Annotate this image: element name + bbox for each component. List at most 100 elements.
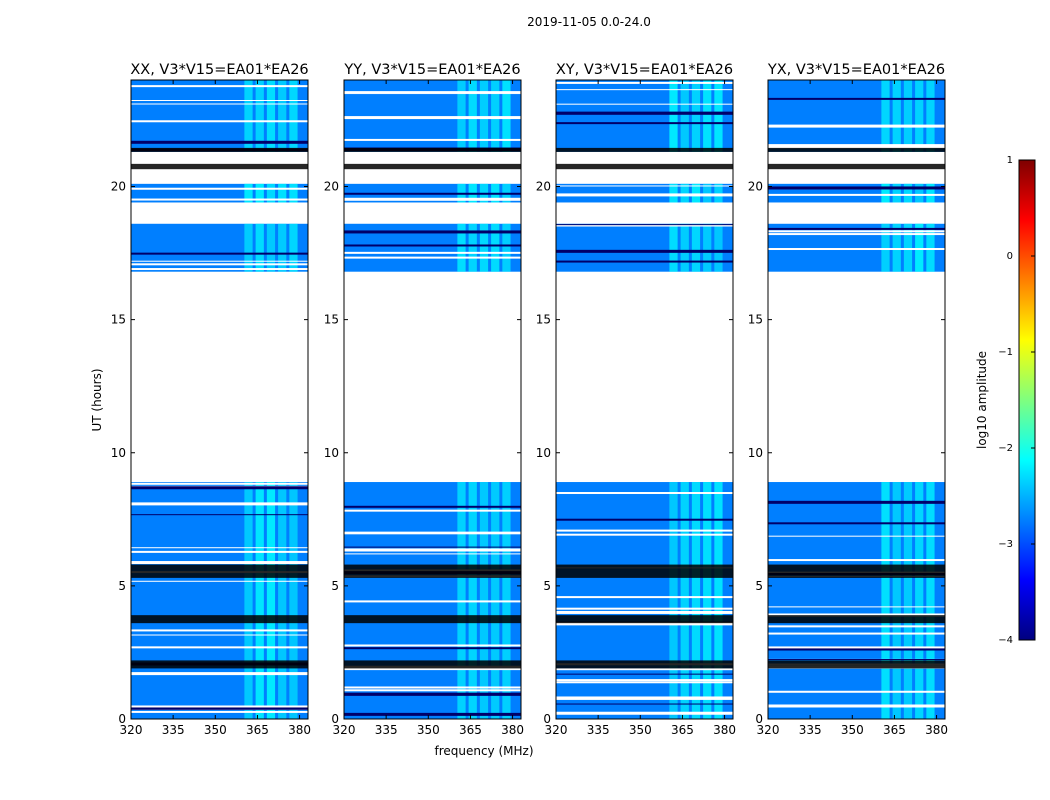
flag-line (131, 705, 308, 708)
rfi-stripe (714, 80, 723, 152)
flag-line (131, 263, 308, 266)
x-tick-label: 320 (757, 723, 780, 737)
flag-bar (556, 615, 733, 624)
y-tick-label: 0 (331, 712, 339, 726)
rfi-stripe (926, 223, 935, 272)
flag-line (556, 492, 733, 495)
flag-bar (768, 660, 945, 669)
flag-line (344, 192, 521, 195)
spectrogram (556, 80, 733, 719)
panel-yy: YY, V3*V15=EA01*EA26 320 335 350 365 380 0 5 10 1… (324, 62, 524, 737)
flag-bar (131, 163, 308, 170)
flag-bar (556, 660, 733, 669)
y-tick-label: 15 (748, 313, 763, 327)
rfi-stripe (266, 80, 276, 152)
flag-line (768, 690, 945, 693)
x-tick-label: 320 (120, 723, 143, 737)
flag-line (768, 559, 945, 562)
flag-line (768, 144, 945, 147)
flag-line (768, 248, 945, 251)
spectrogram (131, 80, 308, 719)
x-tick-label: 380 (501, 723, 524, 737)
rfi-stripe (915, 223, 924, 272)
rfi-stripe (881, 80, 890, 152)
flag-bar (131, 564, 308, 578)
flag-line (768, 97, 945, 100)
x-tick-label: 350 (204, 723, 227, 737)
y-tick-label: 20 (748, 180, 763, 194)
flag-line (556, 533, 733, 536)
flag-line (344, 686, 521, 689)
rfi-stripe (691, 482, 701, 719)
flag-line (131, 672, 308, 676)
flag-line (556, 81, 733, 84)
flag-line (768, 186, 945, 190)
flag-line (131, 629, 308, 632)
rfi-stripe (892, 80, 901, 152)
colorbar: 1 0 −1 −2 −3 −4 (998, 155, 1036, 646)
flag-line (344, 93, 521, 95)
rfi-stripe (479, 223, 489, 272)
flag-line (556, 193, 733, 197)
rfi-stripe (491, 80, 500, 152)
y-tick-label: 0 (755, 712, 763, 726)
x-tick-label: 380 (925, 723, 948, 737)
x-tick-label: 380 (713, 723, 736, 737)
rfi-stripe (266, 183, 276, 203)
y-tick-label: 0 (118, 712, 126, 726)
rfi-stripe (703, 482, 712, 719)
flag-line (768, 535, 945, 537)
flag-bar (131, 660, 308, 669)
flag-line (344, 91, 521, 94)
rfi-stripe (278, 223, 287, 272)
rfi-stripe (244, 223, 253, 272)
colorbar-tick-label: −1 (998, 347, 1013, 358)
rfi-stripe (691, 183, 701, 203)
panel-title: XY, V3*V15=EA01*EA26 (556, 62, 733, 78)
x-axis-label: frequency (MHz) (434, 744, 533, 758)
rfi-stripe (468, 223, 477, 272)
flag-line (344, 116, 521, 120)
rfi-stripe (680, 183, 689, 203)
rfi-stripe (703, 183, 712, 203)
flag-line (556, 622, 733, 626)
flag-line (131, 85, 308, 88)
flag-line (768, 227, 945, 230)
flag-line (131, 198, 308, 201)
y-tick-label: 15 (111, 313, 126, 327)
rfi-stripe (255, 223, 264, 272)
y-tick-label: 5 (118, 579, 126, 593)
flag-line (556, 224, 733, 227)
rfi-stripe (680, 223, 689, 272)
rfi-stripe (714, 482, 723, 719)
rfi-stripe (903, 223, 913, 272)
y-tick-label: 10 (324, 446, 339, 460)
y-tick-label: 20 (111, 180, 126, 194)
flag-line (344, 505, 521, 508)
colorbar-tick-label: −3 (998, 539, 1013, 550)
flag-line (131, 482, 308, 485)
rfi-stripe (244, 482, 253, 719)
panel-xy: XY, V3*V15=EA01*EA26 320 335 350 365 380 0 5 10 1… (536, 62, 736, 737)
flag-line (768, 500, 945, 504)
flag-line (556, 703, 733, 705)
rfi-stripe (892, 183, 901, 203)
flag-line (556, 711, 733, 715)
flag-line (556, 673, 733, 675)
flag-line (131, 580, 308, 582)
flag-bar (556, 564, 733, 578)
rfi-stripe (266, 482, 276, 719)
rfi-stripe (691, 80, 701, 152)
rfi-stripe (468, 80, 477, 152)
flag-bar (344, 147, 521, 152)
rfi-stripe (915, 482, 924, 719)
flag-line (131, 502, 308, 506)
colorbar-fill (1018, 159, 1036, 641)
x-tick-label: 365 (459, 723, 482, 737)
y-tick-label: 15 (324, 313, 339, 327)
rfi-stripe (669, 80, 678, 152)
rfi-stripe (289, 80, 298, 152)
flag-line (556, 122, 733, 125)
flag-line (131, 120, 308, 123)
flag-line (344, 712, 521, 716)
